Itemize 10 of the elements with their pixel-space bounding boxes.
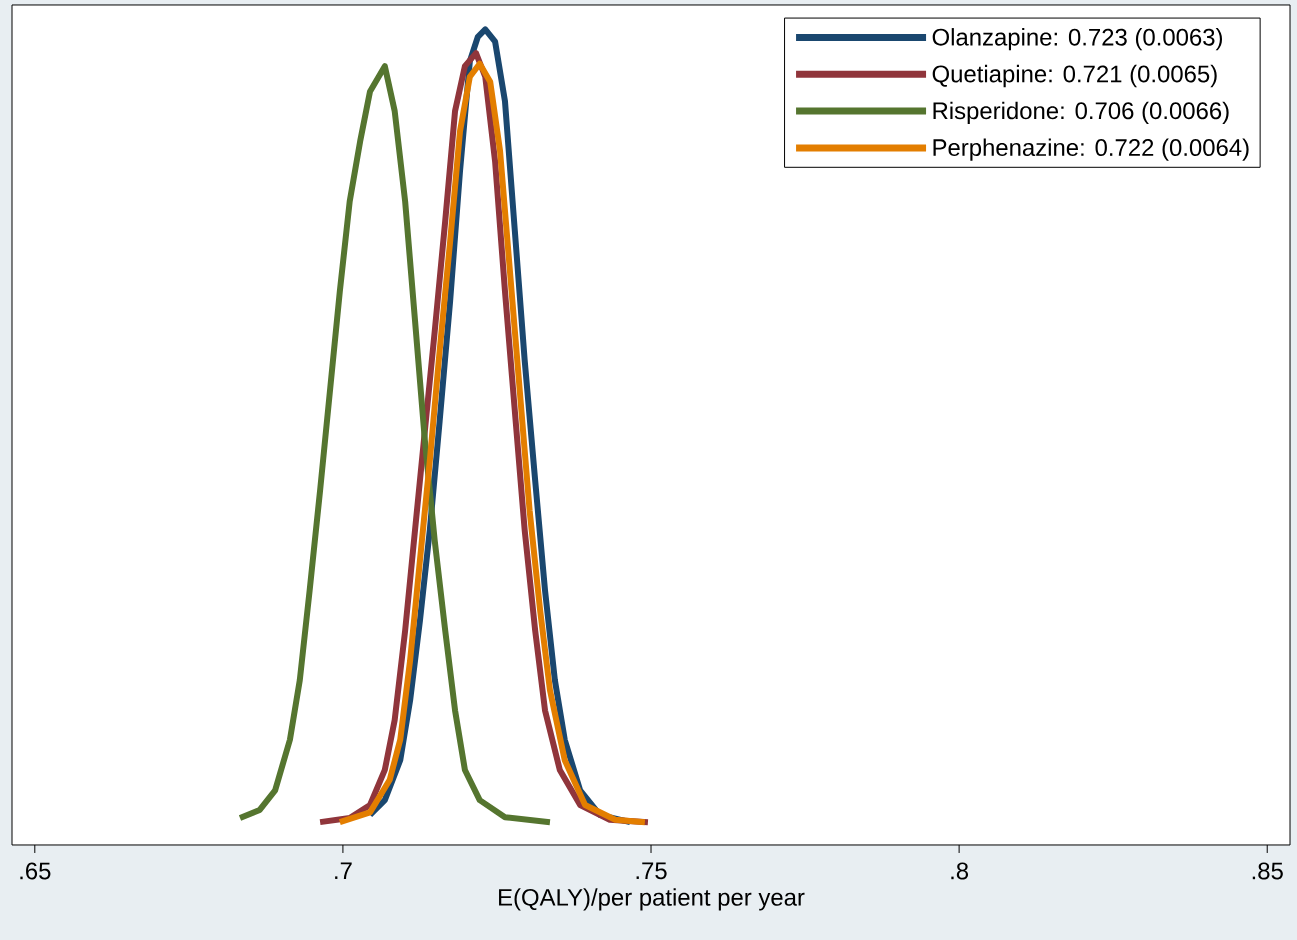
text: Olanzapine: 0.723 (0.0063)	[932, 28, 1223, 51]
x-tick-label: .75	[636, 862, 667, 880]
x-tick-label: .85	[1252, 862, 1283, 880]
x-tick-label: .65	[20, 862, 51, 880]
x-axis-title: E(QALY)/per patient per year	[499, 888, 805, 911]
text: Risperidone: 0.706 (0.0066)	[933, 101, 1229, 124]
text: Quetiapine: 0.721 (0.0065)	[932, 64, 1217, 88]
x-tick-label: .7	[335, 862, 352, 879]
text: Perphenazine: 0.722 (0.0064)	[933, 138, 1249, 161]
x-tick-label: .8	[951, 862, 969, 880]
